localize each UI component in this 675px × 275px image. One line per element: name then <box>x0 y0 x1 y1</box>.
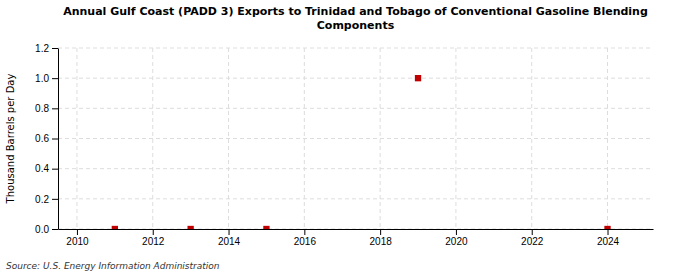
y-tick: 1.0 <box>35 73 58 84</box>
x-tick-label: 2010 <box>66 236 89 247</box>
y-tick-mark <box>52 108 58 109</box>
y-tick-mark <box>52 78 58 79</box>
y-tick: 0.6 <box>35 133 58 144</box>
x-tick-mark <box>456 229 457 235</box>
y-tick: 0.8 <box>35 103 58 114</box>
y-tick-label: 1.0 <box>35 73 49 84</box>
y-grid-line <box>58 138 653 139</box>
x-axis-line <box>59 229 654 230</box>
x-tick: 2010 <box>66 229 89 247</box>
x-grid-line <box>531 48 532 229</box>
x-tick-mark <box>153 229 154 235</box>
point <box>112 226 118 229</box>
x-tick-mark <box>532 229 533 235</box>
y-tick-mark <box>52 199 58 200</box>
x-tick: 2018 <box>370 229 393 247</box>
point <box>604 226 610 229</box>
point <box>187 226 193 229</box>
y-tick-mark <box>52 169 58 170</box>
y-tick-mark <box>52 229 58 230</box>
y-grid-line <box>58 168 653 169</box>
x-tick-label: 2012 <box>142 236 165 247</box>
point <box>415 75 421 81</box>
x-tick: 2014 <box>218 229 241 247</box>
x-tick-mark <box>304 229 305 235</box>
y-tick-mark <box>52 139 58 140</box>
x-tick: 2022 <box>521 229 544 247</box>
y-tick-mark <box>52 48 58 49</box>
x-grid-line <box>76 48 77 229</box>
title: Annual Gulf Coast (PADD 3) Exports to Tr… <box>63 5 648 32</box>
y-grid-line <box>58 198 653 199</box>
x-tick: 2016 <box>294 229 317 247</box>
plot: 201020122014201620182020202220240.00.20.… <box>35 43 653 247</box>
x-tick-label: 2024 <box>597 236 620 247</box>
chart: 201020122014201620182020202220240.00.20.… <box>0 0 675 275</box>
point <box>263 226 269 229</box>
x-axis: 2010 2012 2014 2016 2018 2020 2022 2024 <box>59 229 654 247</box>
source-note: Source: U.S. Energy Information Administ… <box>6 261 220 271</box>
x-tick-label: 2018 <box>370 236 393 247</box>
y-tick: 1.2 <box>35 43 58 54</box>
x-grid-line <box>455 48 456 229</box>
x-tick-mark <box>380 229 381 235</box>
y-tick-label: 0.6 <box>35 133 49 144</box>
y-axis-line <box>58 49 59 230</box>
x-tick: 2024 <box>597 229 620 247</box>
x-tick-mark <box>229 229 230 235</box>
x-tick: 2012 <box>142 229 165 247</box>
points <box>112 75 611 229</box>
y-tick-label: 0.2 <box>35 194 49 205</box>
y-grid-line <box>58 108 653 109</box>
y-tick-label: 0.4 <box>35 163 49 174</box>
x-tick-mark <box>608 229 609 235</box>
x-tick: 2020 <box>445 229 468 247</box>
y-grid-line <box>58 48 653 49</box>
y-tick-label: 0.8 <box>35 103 49 114</box>
y-axis: 0.0 0.2 0.4 0.6 0.8 1.0 1.2 <box>35 43 58 235</box>
grid <box>58 48 653 229</box>
y-tick: 0.4 <box>35 163 58 174</box>
y-tick: 0.2 <box>35 194 58 205</box>
x-tick-label: 2022 <box>521 236 544 247</box>
y-grid-line <box>58 78 653 79</box>
x-tick-label: 2016 <box>294 236 317 247</box>
x-tick-label: 2014 <box>218 236 241 247</box>
y-axis-title: Thousand Barrels per Day <box>5 74 16 205</box>
y-grid-line <box>58 229 653 230</box>
y-tick-label: 1.2 <box>35 43 49 54</box>
x-tick-mark <box>77 229 78 235</box>
x-tick-label: 2020 <box>445 236 468 247</box>
y-tick-label: 0.0 <box>35 224 49 235</box>
y-tick: 0.0 <box>35 224 58 235</box>
